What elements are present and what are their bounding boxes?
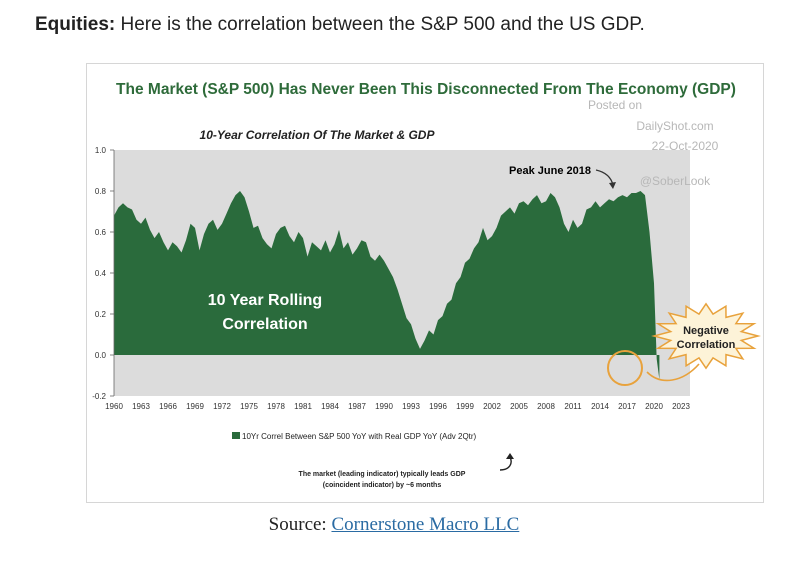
callout-arrow-icon	[646, 363, 700, 382]
burst-label-line-2: Correlation	[677, 339, 736, 351]
x-tick-label: 1981	[294, 402, 312, 411]
x-tick-label: 1993	[402, 402, 420, 411]
x-tick-label: 1960	[105, 402, 123, 411]
watermark-line-3: 22-Oct-2020	[652, 139, 719, 153]
x-tick-label: 2002	[483, 402, 501, 411]
source-prefix: Source:	[268, 514, 332, 535]
x-tick-label: 1978	[267, 402, 285, 411]
footnote-line-1: The market (leading indicator) typically…	[299, 471, 466, 478]
x-tick-label: 1984	[321, 402, 339, 411]
y-tick-label: 0.0	[95, 351, 107, 360]
legend-swatch	[232, 432, 240, 439]
x-tick-label: 2005	[510, 402, 528, 411]
peak-arrowhead-icon	[609, 182, 616, 189]
peak-annotation: Peak June 2018	[509, 165, 591, 177]
negative-highlight-circle	[607, 350, 643, 386]
negative-correlation-burst	[651, 302, 761, 370]
x-tick-label: 2011	[564, 402, 582, 411]
inner-label-line-2: Correlation	[222, 316, 307, 333]
x-tick-label: 2020	[645, 402, 663, 411]
x-tick-label: 2014	[591, 402, 609, 411]
y-tick-label: 0.6	[95, 228, 107, 237]
x-tick-label: 1990	[375, 402, 393, 411]
x-tick-label: 2023	[672, 402, 690, 411]
x-tick-label: 2008	[537, 402, 555, 411]
x-tick-label: 1975	[240, 402, 258, 411]
x-tick-label: 1966	[159, 402, 177, 411]
watermark-line-1: Posted on	[588, 98, 642, 112]
y-tick-label: -0.2	[92, 392, 106, 401]
legend-label: 10Yr Correl Between S&P 500 YoY with Rea…	[242, 432, 477, 441]
inner-label-line-1: 10 Year Rolling	[208, 292, 322, 309]
x-tick-label: 1969	[186, 402, 204, 411]
chart-subtitle: 10-Year Correlation Of The Market & GDP	[200, 128, 436, 142]
footnote-arrowhead-icon	[506, 453, 514, 459]
watermark-line-2: DailyShot.com	[636, 119, 713, 133]
intro-body: Here is the correlation between the S&P …	[115, 14, 645, 35]
x-tick-label: 1999	[456, 402, 474, 411]
watermark-line-4: @SoberLook	[640, 174, 711, 188]
y-tick-label: 1.0	[95, 146, 107, 155]
x-tick-label: 1996	[429, 402, 447, 411]
source-line: Source: Cornerstone Macro LLC	[0, 514, 788, 536]
intro-text: Equities: Here is the correlation betwee…	[35, 14, 645, 36]
intro-label: Equities:	[35, 14, 116, 35]
x-tick-label: 1972	[213, 402, 231, 411]
burst-label-line-1: Negative	[683, 325, 729, 337]
y-tick-label: 0.4	[95, 269, 107, 278]
chart-title: The Market (S&P 500) Has Never Been This…	[116, 81, 736, 98]
source-link[interactable]: Cornerstone Macro LLC	[331, 514, 520, 535]
x-tick-label: 2017	[618, 402, 636, 411]
correlation-area-series	[114, 191, 660, 380]
y-tick-label: 0.2	[95, 310, 107, 319]
y-tick-label: 0.8	[95, 187, 107, 196]
chart-figure: The Market (S&P 500) Has Never Been This…	[86, 63, 764, 503]
x-tick-label: 1963	[132, 402, 150, 411]
x-tick-label: 1987	[348, 402, 366, 411]
footnote-line-2: (coincident indicator) by ~6 months	[323, 482, 442, 489]
chart: The Market (S&P 500) Has Never Been This…	[92, 81, 761, 489]
